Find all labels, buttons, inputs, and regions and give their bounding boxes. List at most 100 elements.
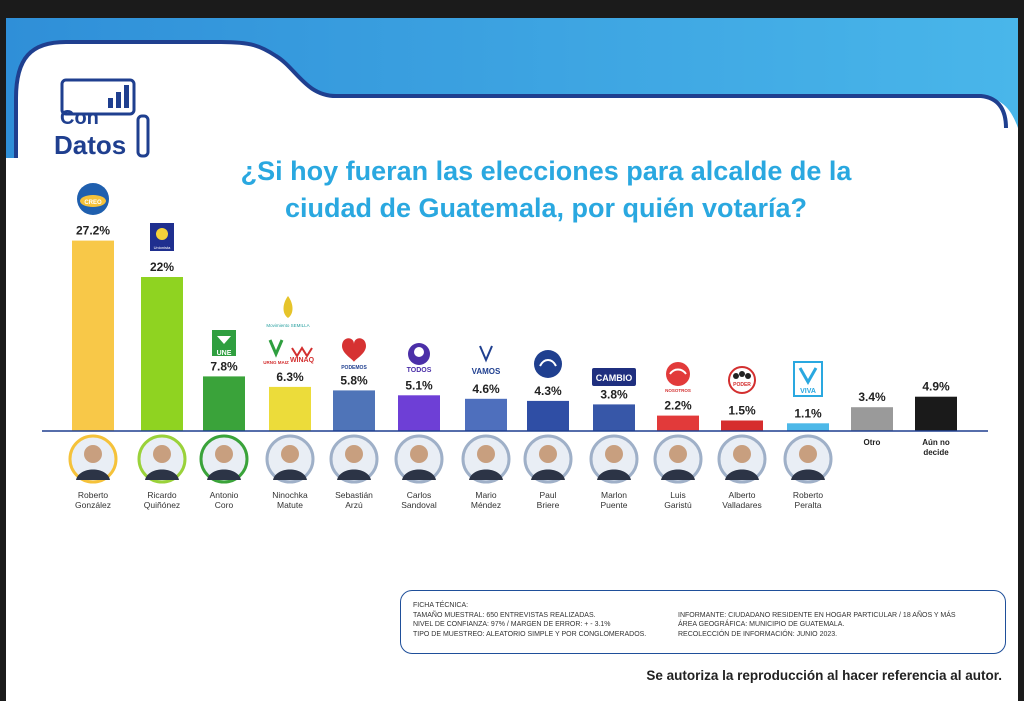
name-line: Sandoval [401, 500, 437, 510]
candidate-photo-9 [589, 434, 639, 484]
name-line: Marlon [601, 490, 627, 500]
ficha-right-line-4: RECOLECCIÓN DE INFORMACIÓN: JUNIO 2023. [678, 630, 838, 638]
candidate-name-2: Ricardo Quiñónez [122, 490, 202, 510]
candidate-name-9: Marlon Puente [574, 490, 654, 510]
name-line: Aún no [922, 438, 950, 447]
name-line: decide [923, 448, 949, 457]
value-label-2: 22% [150, 260, 174, 274]
bar-chart: CREO Unionista UNE Movimiento SEMILLA UR… [42, 183, 988, 484]
svg-text:URNG MAIZ: URNG MAIZ [263, 360, 289, 365]
candidate-name-4: Ninochka Matute [250, 490, 330, 510]
candidate-name-5: Sebastián Arzú [314, 490, 394, 510]
name-line: Valladares [722, 500, 762, 510]
svg-text:Movimiento SEMILLA: Movimiento SEMILLA [266, 323, 309, 328]
semilla-urng-winaq-logos: Movimiento SEMILLA URNG MAIZ WINAQ [263, 296, 315, 365]
value-label-8: 4.3% [534, 384, 562, 398]
candidate-photo-4 [265, 434, 315, 484]
condatos-logo: Con Datos [54, 78, 150, 160]
value-label-7: 4.6% [472, 382, 500, 396]
briere-party-logo [534, 350, 562, 378]
name-line: Otro [863, 438, 881, 447]
other-label: Otro [837, 438, 907, 448]
bar-11 [721, 420, 763, 431]
bar-4 [269, 386, 311, 431]
name-line: Roberto [77, 490, 109, 500]
candidate-name-1: Roberto González [53, 490, 133, 510]
title-line-2: ciudad de Guatemala, por quién votaría? [284, 193, 808, 223]
value-label-9: 3.8% [600, 387, 628, 401]
name-line: Alberto [728, 490, 756, 500]
name-line: Ricardo [147, 490, 177, 500]
viva-logo: VIVA [793, 361, 823, 397]
party-logos: CREO Unionista UNE Movimiento SEMILLA UR… [77, 183, 823, 397]
candidate-photo-8 [523, 434, 573, 484]
name-line: Mario [475, 490, 497, 500]
candidate-photo-1 [68, 434, 118, 484]
svg-text:PODEMOS: PODEMOS [341, 365, 367, 371]
svg-text:VAMOS: VAMOS [472, 367, 501, 376]
name-line: Matute [277, 500, 303, 510]
bar-2 [141, 277, 183, 431]
bar-7 [465, 398, 507, 431]
name-line: Quiñónez [143, 500, 181, 510]
candidate-name-11: Alberto Valladares [702, 490, 782, 510]
name-line: González [75, 500, 111, 510]
candidate-photo-7 [461, 434, 511, 484]
svg-text:CAMBIO: CAMBIO [596, 373, 633, 383]
value-label-11: 1.5% [728, 404, 756, 418]
name-line: Roberto [792, 490, 824, 500]
svg-text:WINAQ: WINAQ [290, 357, 315, 364]
ficha-right-line-3: ÁREA GEOGRÁFICA: MUNICIPIO DE GUATEMALA. [678, 621, 845, 628]
name-line: Puente [600, 500, 628, 510]
candidate-photo-2 [137, 434, 187, 484]
bar-8 [527, 400, 569, 431]
name-line: Antonio [209, 490, 239, 500]
svg-text:PODER: PODER [733, 382, 751, 388]
bar-13 [851, 407, 893, 431]
value-label-10: 2.2% [664, 399, 692, 413]
todos-logo: TODOS [407, 343, 432, 374]
name-line: Carlos [406, 490, 432, 500]
name-line: Ninochka [272, 490, 308, 500]
brand-line2: Datos [54, 130, 126, 160]
ficha-left-line-4: TIPO DE MUESTREO: ALEATORIO SIMPLE Y POR… [413, 630, 647, 638]
vamos-logo: VAMOS [472, 345, 501, 376]
candidate-name-12: Roberto Peralta [768, 490, 848, 510]
poder-logo: PODER [728, 366, 756, 394]
value-label-13: 3.4% [858, 390, 886, 404]
bar-10 [657, 415, 699, 431]
header-band [6, 18, 1018, 158]
chart-title: ¿Si hoy fueran las elecciones para alcal… [146, 153, 946, 227]
svg-text:UNE: UNE [217, 350, 232, 357]
candidate-photo-6 [394, 434, 444, 484]
candidate-photo-5 [329, 434, 379, 484]
name-line: Luis [670, 490, 686, 500]
podemos-logo: PODEMOS [341, 338, 367, 371]
ficha-left-line-3: NIVEL DE CONFIANZA: 97% / MARGEN DE ERRO… [413, 621, 611, 628]
value-label-14: 4.9% [922, 380, 950, 394]
une-logo: UNE [212, 330, 236, 357]
ficha-left: FICHA TÉCNICA: TAMAÑO MUESTRAL: 650 ENTRE… [413, 601, 683, 639]
bar-6 [398, 395, 440, 431]
candidate-name-10: Luis Garistú [638, 490, 718, 510]
name-line: Paul [539, 490, 557, 500]
candidate-name-3: Antonio Coro [184, 490, 264, 510]
name-line: Sebastián [335, 490, 373, 500]
ficha-right: INFORMANTE: CIUDADANO RESIDENTE EN HOGAR… [678, 601, 998, 639]
bar-14 [915, 396, 957, 431]
unionista-logo: Unionista [150, 223, 174, 251]
candidate-photo-10 [653, 434, 703, 484]
ficha-right-line-2: INFORMANTE: CIUDADANO RESIDENTE EN HOGAR… [678, 611, 956, 619]
ficha-left-line-1: FICHA TÉCNICA: [413, 602, 469, 609]
candidate-photo-12 [783, 434, 833, 484]
value-label-3: 7.8% [210, 359, 238, 373]
bar-9 [593, 404, 635, 431]
candidate-name-6: Carlos Sandoval [379, 490, 459, 510]
ficha-right-line-1 [678, 601, 998, 611]
svg-text:VIVA: VIVA [800, 388, 816, 395]
cambio-logo: CAMBIO [592, 368, 636, 386]
footer-notice: Se autoriza la reproducción al hacer ref… [646, 668, 1002, 683]
value-label-12: 1.1% [794, 406, 822, 420]
value-label-1: 27.2% [76, 224, 110, 238]
name-line: Coro [214, 500, 234, 510]
